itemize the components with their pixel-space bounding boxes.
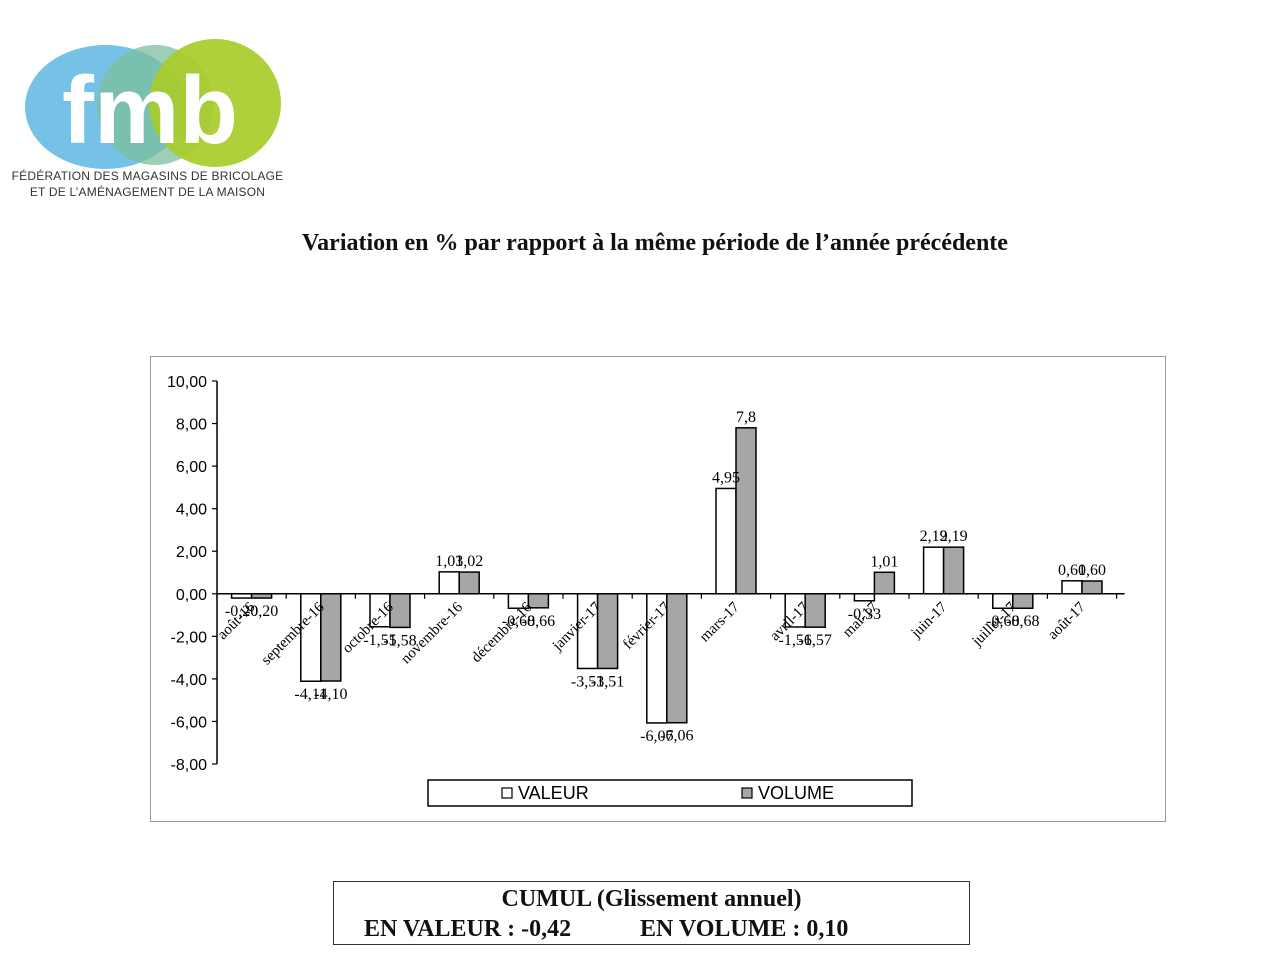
bar-volume (527, 593, 550, 609)
legend-label-volume: VOLUME (758, 783, 834, 803)
category-label: mars-17 (697, 599, 743, 645)
value-label-valeur: -1,56 (779, 632, 812, 649)
y-tick-label: 10,00 (167, 374, 207, 391)
value-label-valeur: -0,68 (502, 613, 535, 630)
bar-volume (942, 546, 965, 595)
bar-volume (666, 593, 688, 724)
y-tick-label: -6,00 (171, 714, 208, 731)
value-label-volume: -0,68 (1006, 613, 1039, 630)
bar-volume (250, 593, 273, 599)
legend-label-valeur: VALEUR (518, 783, 589, 803)
y-tick-label: 4,00 (176, 502, 207, 519)
value-label-valeur: -1,55 (363, 632, 396, 649)
bar-volume (320, 593, 342, 682)
value-label-valeur: -0,68 (986, 613, 1019, 630)
bar-valeur (1061, 580, 1083, 595)
value-label-volume: 0,60 (1078, 562, 1106, 579)
value-label-valeur: 2,19 (920, 528, 948, 545)
cumul-title: CUMUL (Glissement annuel) (501, 886, 802, 912)
category-label: juin-17 (908, 599, 951, 642)
bar-volume (596, 593, 619, 670)
chart-frame: 10,00 8,00 6,00 4,00 2,00 0,00 -2,00 -4,00 -6,00… (150, 356, 1166, 822)
bar-valeur (715, 487, 737, 595)
bar-volume (1012, 593, 1034, 609)
bar-volume (1081, 580, 1103, 595)
y-tick-label: 2,00 (176, 544, 207, 561)
fmb-logo: fmb (10, 15, 285, 220)
cumul-valeur: EN VALEUR : -0,42 (364, 916, 572, 942)
bar-valeur (438, 571, 460, 595)
legend-swatch-volume (741, 787, 753, 799)
value-label-volume: -4,10 (314, 686, 347, 703)
bar-valeur (853, 593, 876, 602)
legend-box (427, 779, 913, 807)
y-tick-label: 0,00 (176, 587, 207, 604)
logo-caption-line2: ET DE L’AMÉNAGEMENT DE LA MAISON (29, 185, 266, 199)
value-label-valeur: -3,51 (571, 673, 604, 690)
value-label-volume: -1,58 (383, 632, 416, 649)
logo-wordmark: fmb (62, 57, 238, 164)
bar-valeur (922, 546, 945, 595)
value-label-volume: 7,8 (736, 409, 756, 426)
bar-volume (804, 593, 826, 628)
logo-caption: FÉDÉRATION DES MAGASINS DE BRICOLAGE ET … (10, 168, 285, 200)
bar-volume (735, 427, 757, 595)
value-label-volume: 1,01 (870, 553, 898, 570)
y-tick-label: -8,00 (171, 757, 208, 774)
value-label-volume: -3,51 (591, 673, 624, 690)
value-label-volume: -0,66 (522, 613, 555, 630)
category-label: août-17 (1045, 599, 1089, 643)
value-label-valeur: 0,61 (1058, 562, 1086, 579)
category-label: décembre-16 (469, 599, 536, 666)
value-label-volume: 2,19 (940, 528, 968, 545)
value-label-valeur: -0,20 (225, 603, 258, 620)
value-label-valeur: 1,03 (435, 553, 463, 570)
y-tick-label: -2,00 (171, 629, 208, 646)
value-label-volume: 1,02 (455, 553, 483, 570)
cumul-volume: EN VOLUME : 0,10 (640, 916, 849, 942)
logo-caption-line1: FÉDÉRATION DES MAGASINS DE BRICOLAGE (11, 169, 284, 183)
value-label-volume: -0,20 (245, 603, 278, 620)
value-label-valeur: 4,95 (712, 469, 740, 486)
value-label-volume: -1,57 (799, 632, 832, 649)
cumul-box: CUMUL (Glissement annuel) EN VALEUR : -0… (333, 881, 970, 945)
bar-volume (389, 593, 411, 629)
logo-lime-blob (149, 39, 281, 167)
y-tick-label: 6,00 (176, 459, 207, 476)
bar-volume (458, 571, 480, 595)
bar-valeur (230, 593, 253, 599)
y-tick-label: -4,00 (171, 672, 208, 689)
page-title: Variation en % par rapport à la même pér… (302, 230, 1008, 256)
value-label-valeur: -0,33 (848, 606, 881, 623)
y-tick-label: 8,00 (176, 417, 207, 434)
value-label-valeur: -6,07 (640, 728, 673, 745)
value-label-valeur: -4,11 (294, 686, 327, 703)
value-label-volume: -6,06 (660, 728, 693, 745)
bar-volume (873, 571, 896, 595)
bar-chart: 10,00 8,00 6,00 4,00 2,00 0,00 -2,00 -4,00 -6,00… (167, 374, 1125, 807)
legend-swatch-valeur (501, 787, 513, 799)
